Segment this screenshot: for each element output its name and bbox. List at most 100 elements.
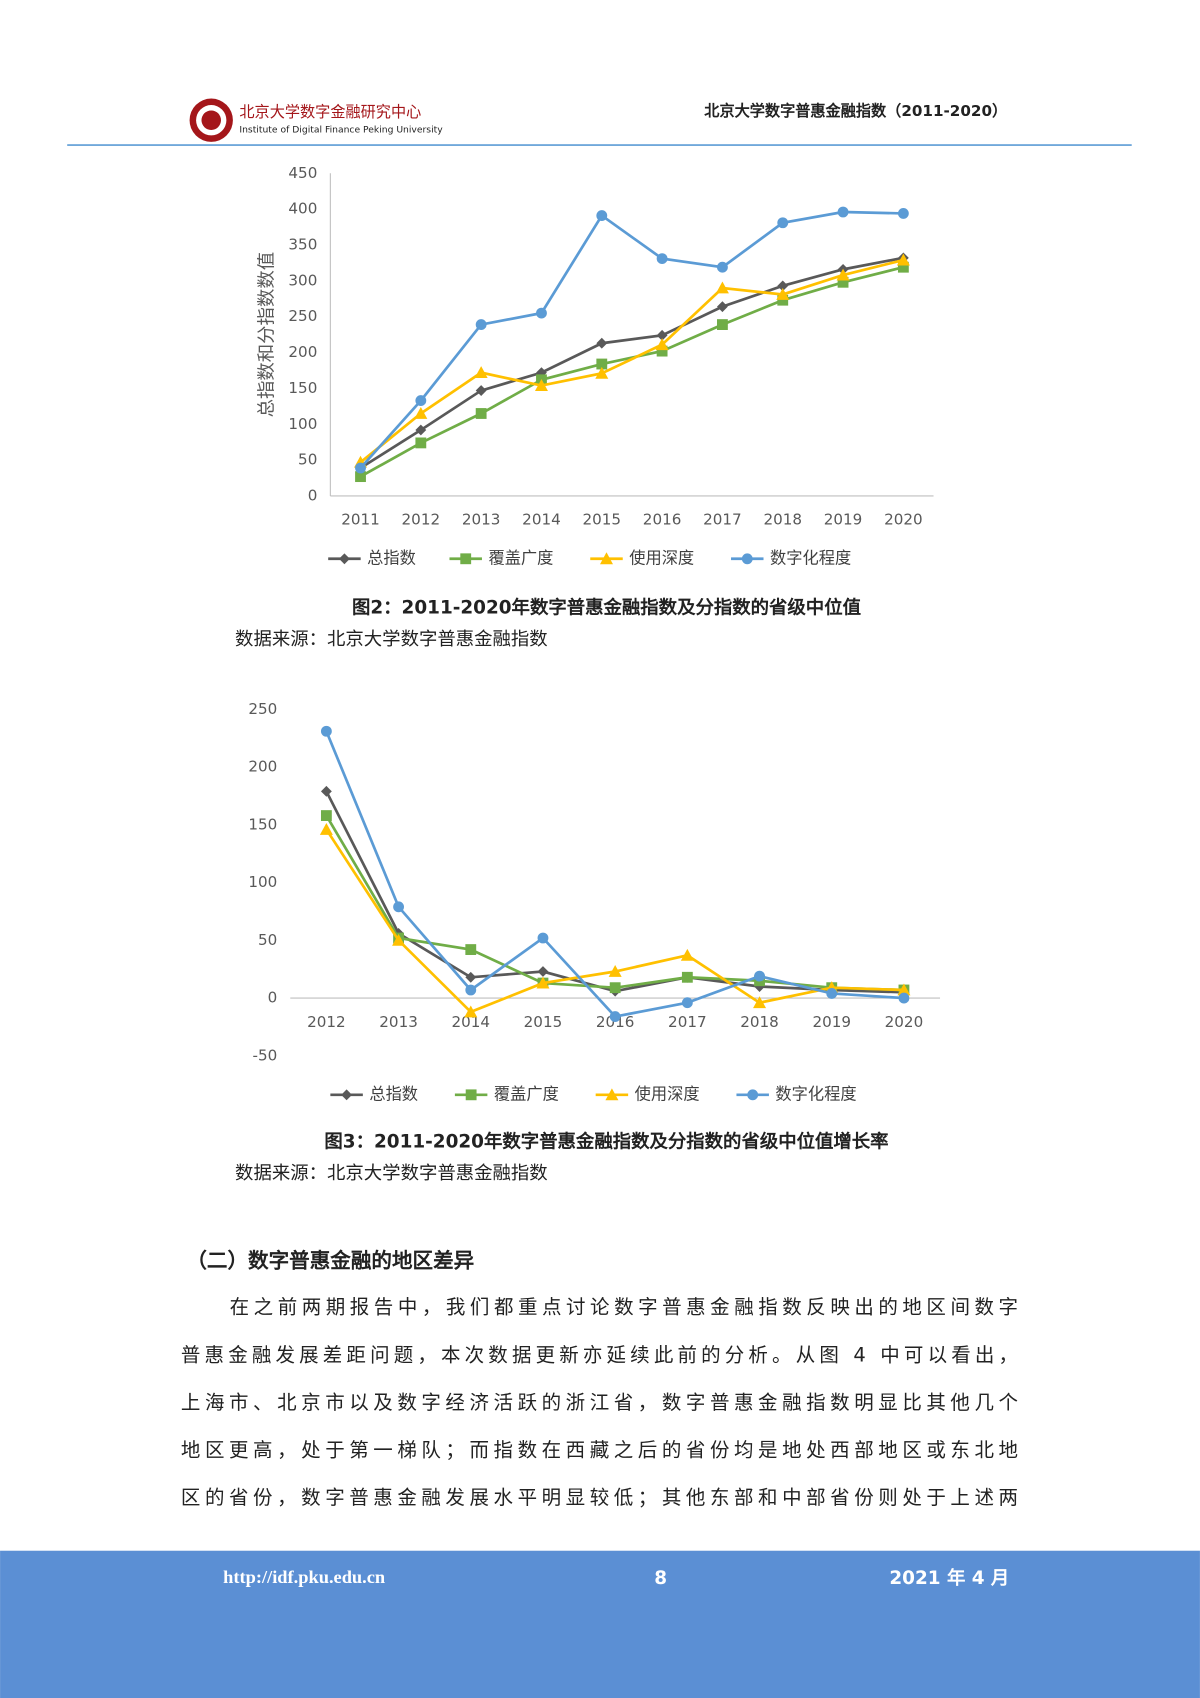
- marker: [897, 983, 911, 996]
- y-axis-label: 总指数和分指数数值: [257, 252, 278, 418]
- marker: [897, 208, 909, 219]
- marker: [681, 997, 693, 1009]
- y-tick-label: 350: [288, 235, 317, 253]
- org-name-en: Institute of Digital Finance Peking Univ…: [239, 124, 443, 135]
- y-tick-label: 450: [288, 164, 317, 182]
- legend-label: 数字化程度: [775, 1084, 856, 1103]
- marker: [717, 319, 728, 330]
- org-name: 北京大学数字金融研究中心: [239, 103, 421, 121]
- legend-marker: [460, 553, 472, 565]
- marker: [320, 725, 332, 737]
- marker: [656, 253, 668, 265]
- x-tick-label: 2018: [740, 1013, 779, 1031]
- chart-caption: 图2：2011-2020年数字普惠金融指数及分指数的省级中位值: [352, 597, 861, 619]
- marker: [680, 948, 694, 961]
- footer-date: 2021 年 4 月: [889, 1567, 1009, 1589]
- series-line: [359, 256, 904, 470]
- marker: [655, 338, 669, 351]
- marker: [826, 988, 838, 999]
- marker: [355, 462, 366, 474]
- marker: [464, 1005, 478, 1018]
- legend-label: 数字化程度: [770, 548, 851, 567]
- x-tick-label: 2013: [379, 1013, 418, 1031]
- marker: [320, 810, 332, 821]
- marker: [656, 329, 668, 341]
- legend-marker: [465, 1089, 477, 1101]
- chart: -500501001502002502012201320142015201620…: [235, 700, 941, 1184]
- marker: [717, 261, 728, 273]
- x-tick-label: 2011: [341, 510, 380, 528]
- marker: [475, 408, 487, 419]
- marker: [777, 217, 789, 229]
- x-tick-label: 2018: [763, 510, 802, 528]
- x-tick-label: 2014: [522, 510, 561, 528]
- y-tick-label: 300: [288, 271, 317, 289]
- y-tick-label: 200: [288, 343, 317, 361]
- y-tick-label: 0: [268, 989, 278, 1007]
- marker: [777, 280, 789, 292]
- marker: [776, 287, 790, 300]
- section-heading: （二）数字普惠金融的地区差异: [186, 1249, 474, 1273]
- y-tick-label: 200: [248, 758, 277, 776]
- marker: [836, 268, 850, 281]
- chart: 0 50 100 150 200 250 300 350 400 450 2011 2012 2013 2…: [235, 164, 934, 650]
- marker: [415, 437, 427, 449]
- marker: [715, 281, 729, 294]
- marker: [392, 933, 406, 946]
- y-tick-label: 150: [248, 815, 277, 833]
- paragraph-line: 普惠金融发展差距问题，本次数据更新亦延续此前的分析。从图 4 中可以看出，: [181, 1343, 1018, 1366]
- marker: [608, 965, 622, 977]
- marker: [319, 822, 333, 835]
- y-tick-label: 100: [288, 415, 317, 433]
- marker: [393, 901, 404, 913]
- x-tick-label: 2019: [824, 510, 863, 528]
- x-tick-label: 2012: [307, 1013, 346, 1031]
- x-tick-label: 2015: [524, 1013, 563, 1031]
- legend-marker: [341, 1089, 353, 1101]
- y-tick-label: 100: [248, 873, 277, 891]
- marker: [475, 385, 487, 396]
- series-line: [359, 210, 904, 469]
- legend-marker: [741, 553, 753, 565]
- y-tick-label: 250: [288, 307, 317, 325]
- marker: [415, 395, 427, 407]
- marker: [656, 345, 668, 357]
- marker: [595, 366, 609, 379]
- marker: [717, 301, 728, 313]
- marker: [596, 210, 608, 221]
- source-note: 数据来源：北京大学数字普惠金融指数: [235, 1163, 548, 1184]
- legend-label: 使用深度: [635, 1084, 700, 1103]
- y-tick-label: 150: [288, 379, 317, 397]
- x-tick-label: 2017: [668, 1013, 707, 1031]
- logo: [189, 98, 233, 142]
- y-tick-label: 50: [298, 451, 317, 469]
- paragraph-line: 上海市、北京市以及数字经济活跃的浙江省，数字普惠金融指数明显比其他几个: [181, 1391, 1018, 1414]
- marker: [534, 379, 548, 391]
- marker: [536, 976, 550, 989]
- marker: [681, 971, 693, 983]
- marker: [465, 984, 477, 996]
- marker: [897, 261, 909, 273]
- marker: [320, 785, 332, 797]
- x-tick-label: 2017: [703, 510, 742, 528]
- footer-url: http://idf.pku.edu.cn: [223, 1567, 385, 1587]
- marker: [609, 982, 621, 994]
- source-note: 数据来源：北京大学数字普惠金融指数: [235, 629, 548, 650]
- legend-label: 使用深度: [629, 548, 694, 567]
- marker: [609, 1011, 621, 1022]
- paragraph-line: 在之前两期报告中，我们都重点讨论数字普惠金融指数反映出的地区间数字: [230, 1296, 1018, 1319]
- y-tick-label: 250: [248, 700, 277, 718]
- marker: [537, 932, 549, 944]
- marker: [837, 276, 849, 288]
- marker: [753, 996, 767, 1009]
- marker: [777, 294, 789, 306]
- x-tick-label: 2016: [643, 510, 682, 528]
- marker: [474, 366, 488, 379]
- y-tick-label: 0: [308, 486, 318, 504]
- legend-label: 总指数: [367, 548, 416, 567]
- marker: [898, 992, 910, 1004]
- marker: [414, 407, 428, 419]
- marker: [475, 319, 487, 330]
